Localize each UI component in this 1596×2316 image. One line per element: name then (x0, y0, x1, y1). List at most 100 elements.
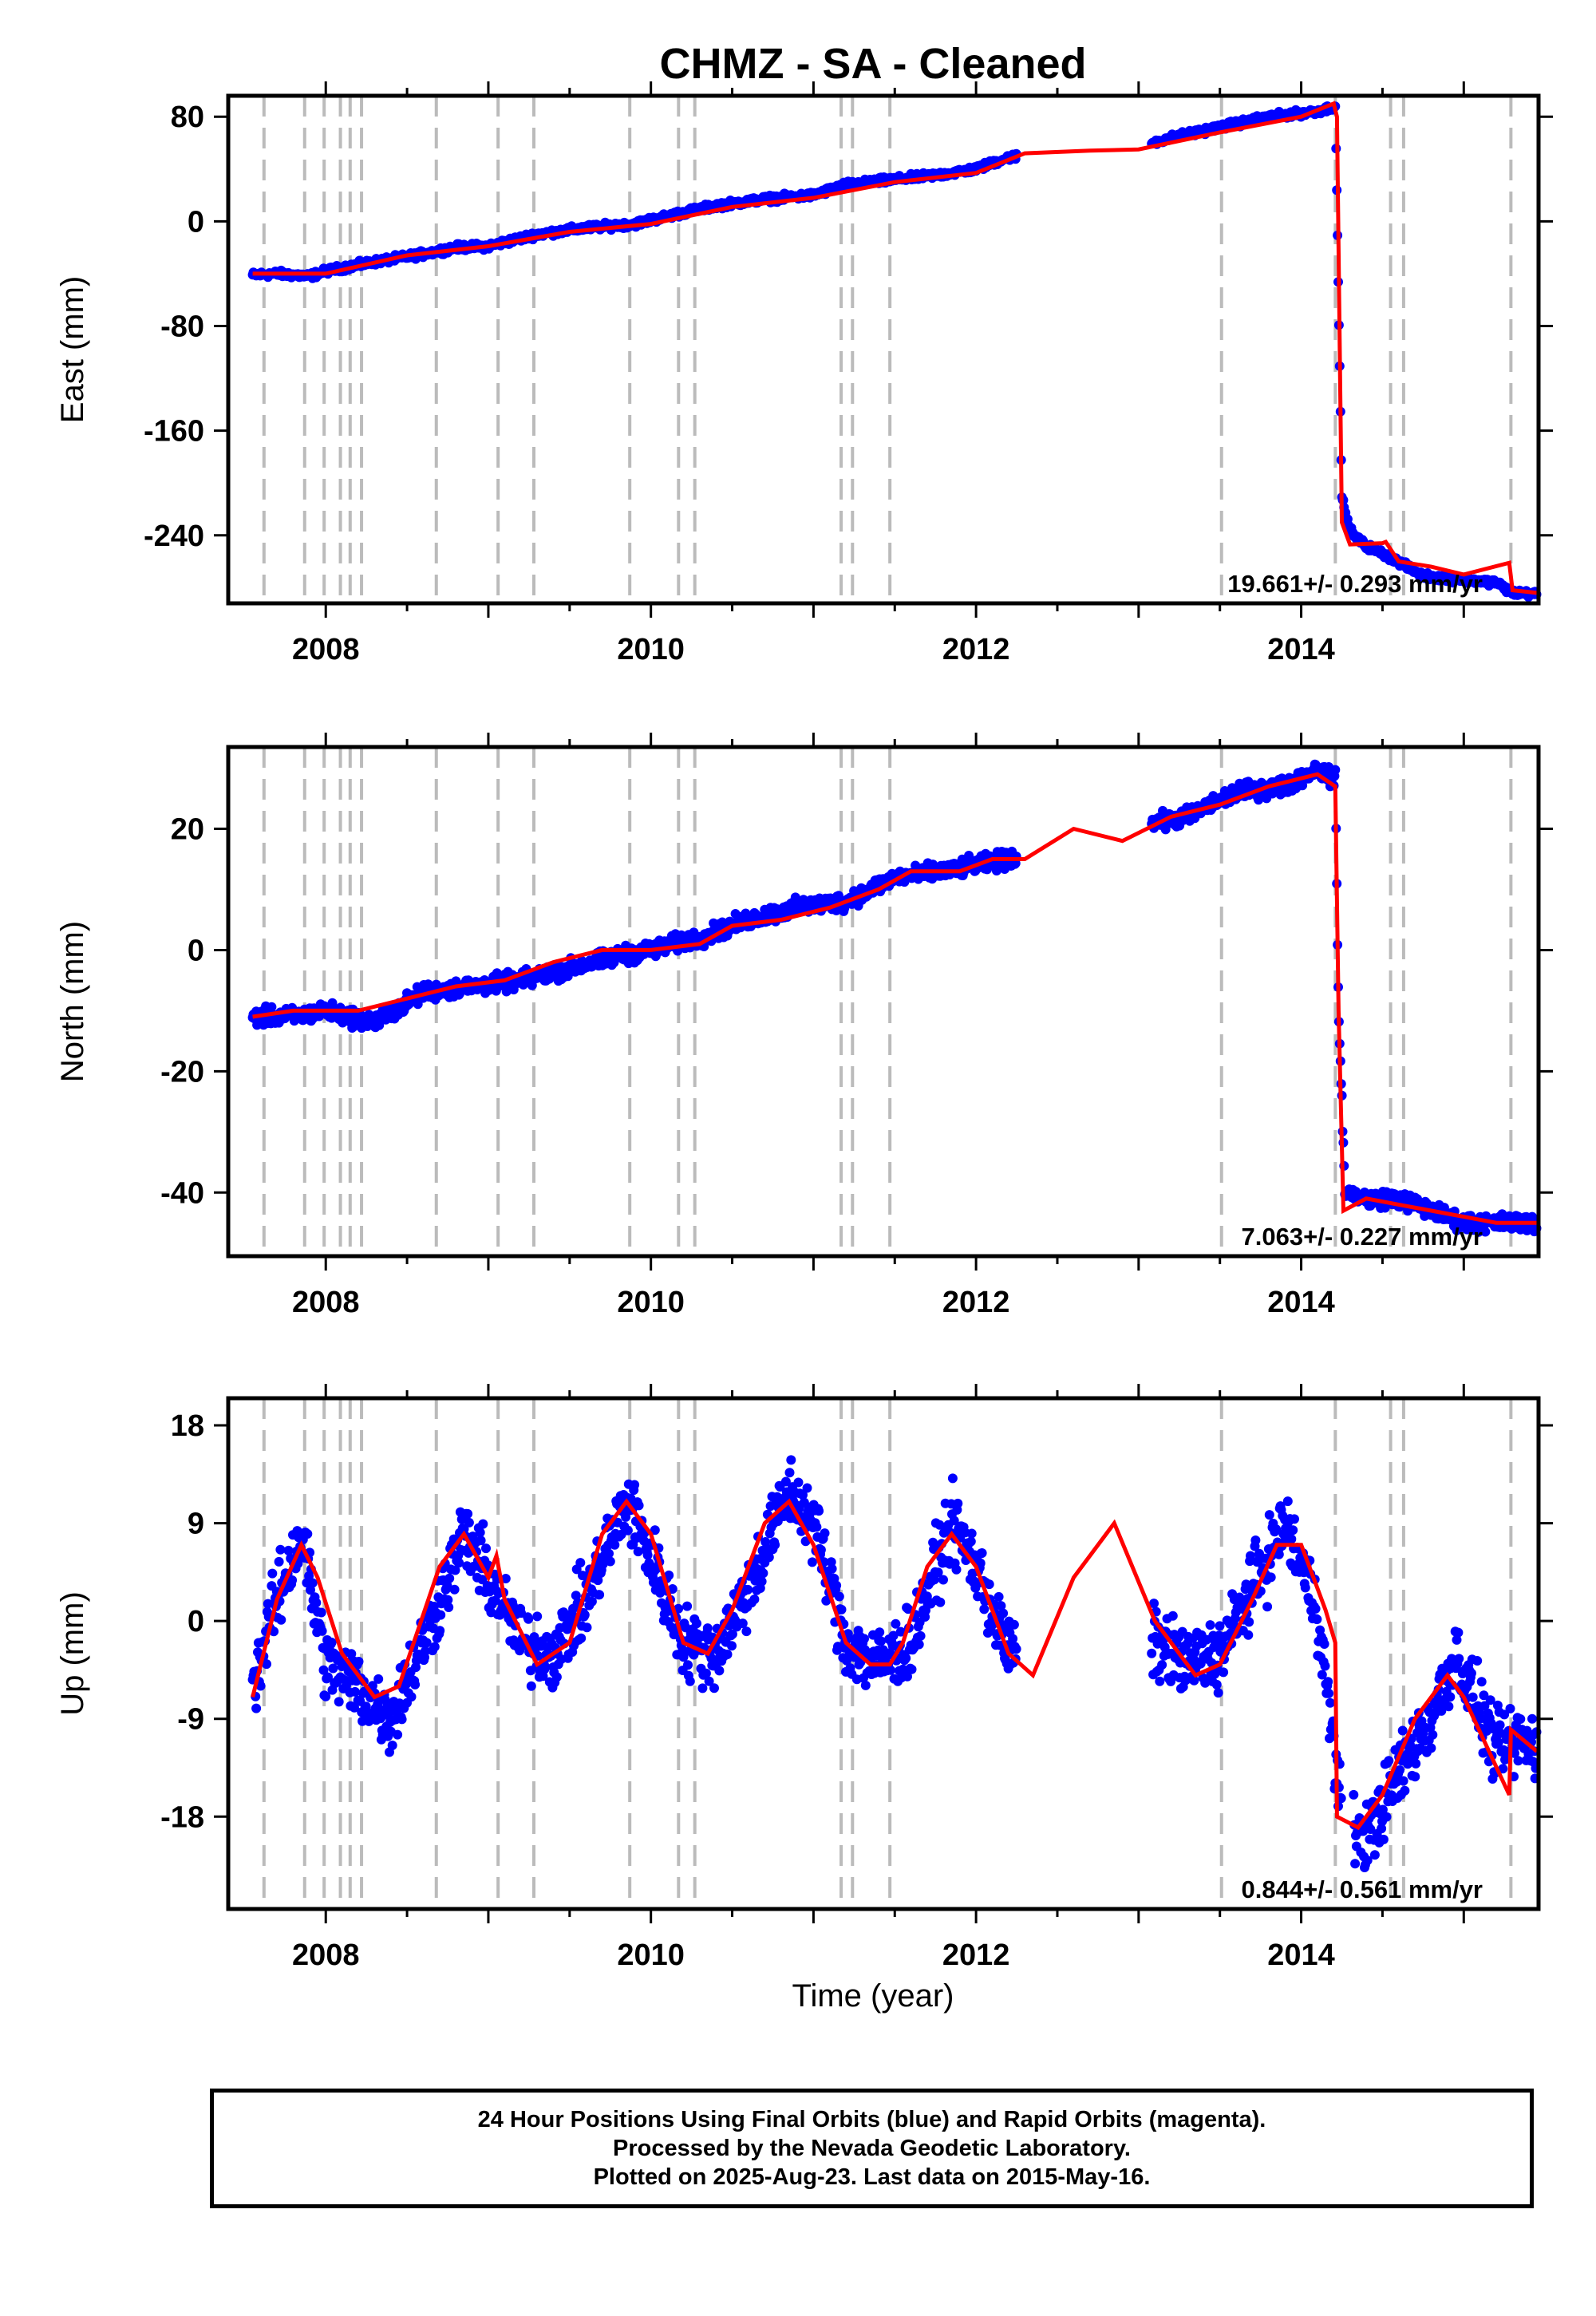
data-point (307, 1578, 318, 1588)
data-point (979, 1604, 990, 1614)
data-point (551, 1672, 562, 1682)
north-ylabel: North (mm) (55, 921, 90, 1082)
data-point (875, 1627, 885, 1638)
data-point (1167, 1611, 1178, 1621)
data-point (274, 1556, 284, 1567)
y-tick-label: -40 (160, 1176, 204, 1210)
data-point (1243, 1630, 1254, 1640)
data-point (714, 1666, 725, 1676)
x-tick-label: 2012 (942, 633, 1010, 666)
figure-title: CHMZ - SA - Cleaned (659, 40, 1086, 88)
data-point (1384, 1756, 1394, 1766)
data-point (1011, 1644, 1021, 1654)
y-tick-label: 80 (171, 101, 204, 134)
x-tick-label: 2012 (942, 1939, 1010, 1972)
data-point (1369, 1850, 1380, 1860)
data-point (1320, 1661, 1330, 1671)
data-point (1515, 1714, 1526, 1724)
x-tick-label: 2010 (617, 633, 685, 666)
data-point (532, 1611, 543, 1622)
data-point (998, 1608, 1009, 1618)
data-point (812, 1522, 822, 1532)
data-point (1398, 1776, 1408, 1786)
y-tick-label: 9 (188, 1508, 204, 1541)
data-point (1381, 1812, 1392, 1822)
data-point (722, 1650, 733, 1659)
data-point (576, 1633, 587, 1643)
data-point (327, 998, 338, 1008)
data-point (251, 1703, 262, 1713)
data-point (1350, 1859, 1361, 1869)
data-point (820, 1528, 830, 1539)
data-point (914, 1639, 924, 1650)
data-point (749, 1595, 760, 1604)
up-rate: 0.844+/- 0.561 mm/yr (1242, 1875, 1483, 1903)
east-rate: 19.661+/- 0.293 mm/yr (1227, 570, 1483, 598)
x-tick-label: 2014 (1267, 1939, 1335, 1972)
data-point (682, 1601, 693, 1611)
data-point (444, 1603, 454, 1612)
x-tick-label: 2012 (942, 1286, 1010, 1319)
data-point (642, 1550, 653, 1560)
north-rate: 7.063+/- 0.227 mm/yr (1242, 1223, 1483, 1251)
x-tick-label: 2008 (292, 1939, 360, 1972)
y-tick-label: -9 (177, 1703, 204, 1737)
data-point (1495, 1720, 1505, 1730)
data-point (953, 1498, 963, 1508)
data-point (891, 1618, 901, 1629)
north-offset-lines (262, 747, 1513, 1256)
data-point (1476, 1677, 1487, 1687)
data-point (1266, 1572, 1276, 1583)
data-point (935, 1597, 946, 1607)
data-point (709, 1683, 719, 1694)
data-point (1349, 1789, 1359, 1800)
data-point (1453, 1627, 1464, 1638)
data-point (901, 1653, 911, 1663)
data-point (859, 1634, 869, 1644)
data-point (410, 1679, 421, 1690)
data-point (1426, 1743, 1436, 1753)
data-point (478, 1519, 488, 1529)
x-tick-label: 2010 (617, 1939, 685, 1972)
data-point (406, 1692, 417, 1702)
footer-line-1: 24 Hour Positions Using Final Orbits (bl… (477, 2107, 1266, 2132)
data-point (1155, 1676, 1165, 1686)
data-point (793, 1477, 804, 1488)
data-point (523, 1614, 534, 1624)
data-point (429, 1642, 440, 1652)
data-point (316, 1607, 326, 1618)
y-tick-label: -80 (160, 310, 204, 343)
data-point (328, 1663, 338, 1674)
data-point (463, 1508, 473, 1519)
data-point (727, 1641, 737, 1651)
data-point (630, 1480, 640, 1490)
data-point (1009, 1619, 1019, 1630)
data-point (1330, 765, 1341, 775)
data-point (1378, 1834, 1389, 1844)
data-point (267, 1568, 278, 1579)
y-tick-label: -20 (160, 1055, 204, 1089)
data-point (1211, 1679, 1222, 1690)
data-point (697, 1683, 708, 1694)
footer-line-3: Plotted on 2025-Aug-23. Last data on 201… (593, 2164, 1151, 2190)
data-point (832, 1580, 842, 1591)
data-point (276, 1614, 286, 1625)
data-point (1157, 1660, 1167, 1670)
data-point (579, 1610, 590, 1620)
data-point (1527, 1713, 1537, 1724)
data-point (436, 1610, 446, 1620)
data-point (622, 1525, 633, 1535)
data-point (275, 1544, 286, 1555)
data-point (610, 1539, 620, 1550)
data-point (387, 1741, 397, 1750)
x-tick-label: 2008 (292, 1286, 360, 1319)
data-point (1472, 1656, 1483, 1666)
x-tick-label: 2014 (1267, 633, 1335, 666)
y-tick-label: -160 (144, 415, 204, 449)
y-tick-label: -240 (144, 520, 204, 553)
data-point (435, 1626, 445, 1636)
data-point (907, 1664, 917, 1674)
data-point (886, 1665, 895, 1675)
up-ylabel: Up (mm) (55, 1591, 90, 1716)
